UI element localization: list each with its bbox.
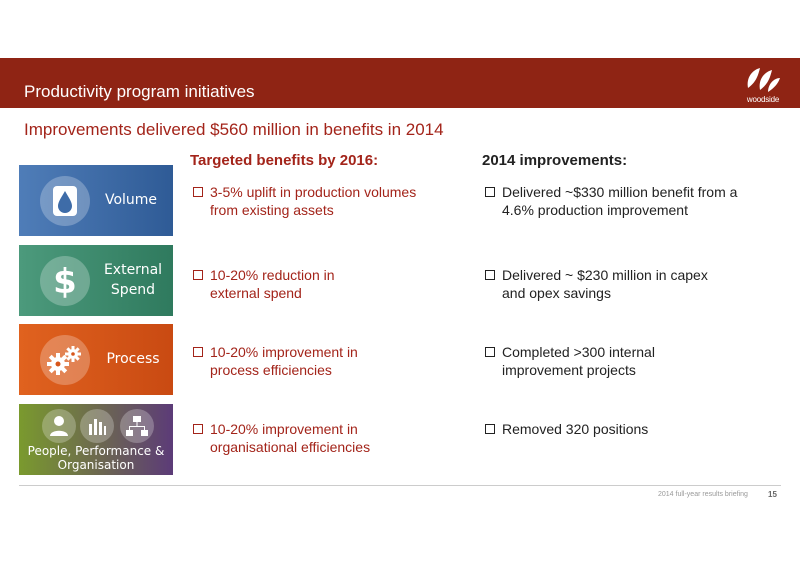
target-bullet-process: 10-20% improvement in process efficienci… bbox=[193, 343, 393, 379]
checkbox-bullet-icon bbox=[193, 347, 203, 357]
checkbox-bullet-icon bbox=[193, 424, 203, 434]
tile-external-spend: $ External Spend bbox=[19, 245, 173, 316]
footer-divider bbox=[19, 485, 781, 486]
improvement-bullet-process: Completed >300 internal improvement proj… bbox=[485, 343, 685, 379]
target-bullet-volume: 3-5% uplift in production volumes from e… bbox=[193, 183, 433, 219]
oil-drop-barrel-icon bbox=[40, 176, 90, 226]
page-number: 15 bbox=[768, 490, 777, 499]
woodside-logo: woodside bbox=[740, 62, 786, 104]
page-title: Productivity program initiatives bbox=[24, 82, 255, 101]
tile-external-spend-label: External Spend bbox=[103, 262, 163, 298]
tile-people-performance-organisation: People, Performance & Organisation bbox=[19, 404, 173, 475]
tile-process-label: Process bbox=[106, 351, 160, 367]
checkbox-bullet-icon bbox=[485, 270, 495, 280]
target-bullet-organisation: 10-20% improvement in organisational eff… bbox=[193, 420, 393, 456]
woodside-leaf-icon bbox=[747, 68, 780, 92]
checkbox-bullet-icon bbox=[485, 424, 495, 434]
checkbox-bullet-icon bbox=[485, 187, 495, 197]
org-chart-icon bbox=[120, 409, 154, 443]
improvement-bullet-organisation: Removed 320 positions bbox=[485, 420, 735, 438]
improvement-bullet-volume: Delivered ~$330 million benefit from a 4… bbox=[485, 183, 755, 219]
targeted-benefits-heading: Targeted benefits by 2016: bbox=[190, 152, 379, 169]
tile-volume: Volume bbox=[19, 165, 173, 236]
tile-people-label: People, Performance & Organisation bbox=[27, 444, 165, 472]
checkbox-bullet-icon bbox=[485, 347, 495, 357]
bar-chart-icon bbox=[80, 409, 114, 443]
page-subtitle: Improvements delivered $560 million in b… bbox=[24, 120, 444, 139]
person-icon bbox=[42, 409, 76, 443]
tile-process: Process bbox=[19, 324, 173, 395]
tile-volume-label: Volume bbox=[104, 192, 158, 208]
improvements-heading: 2014 improvements: bbox=[482, 152, 628, 169]
checkbox-bullet-icon bbox=[193, 270, 203, 280]
svg-text:$: $ bbox=[53, 262, 77, 302]
improvement-bullet-external-spend: Delivered ~ $230 million in capex and op… bbox=[485, 266, 735, 302]
dollar-icon: $ bbox=[40, 256, 90, 306]
header-banner: Productivity program initiatives woodsid… bbox=[0, 58, 800, 108]
target-bullet-external-spend: 10-20% reduction in external spend bbox=[193, 266, 373, 302]
footer-text: 2014 full-year results briefing bbox=[658, 491, 748, 498]
logo-wordmark: woodside bbox=[746, 95, 780, 104]
checkbox-bullet-icon bbox=[193, 187, 203, 197]
gears-icon bbox=[40, 335, 90, 385]
